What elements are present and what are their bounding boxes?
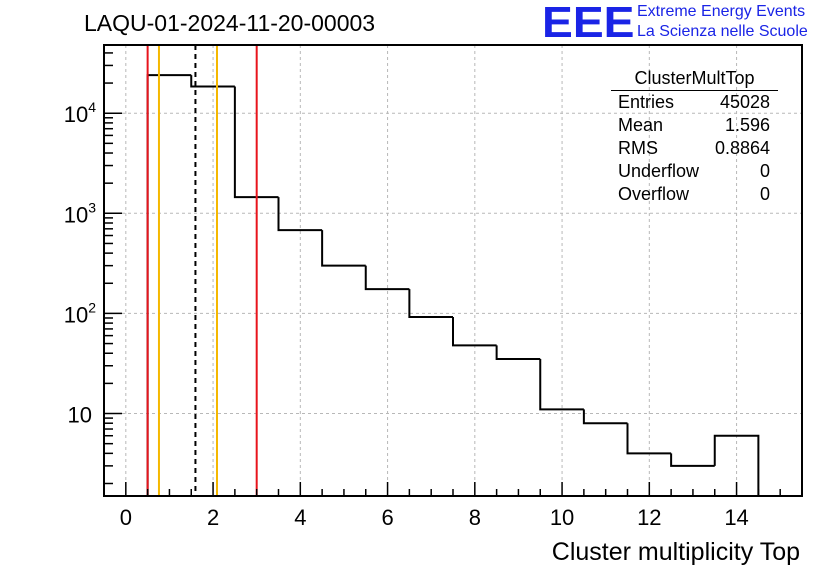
stats-divider bbox=[611, 90, 778, 91]
histogram-bin bbox=[626, 423, 672, 455]
x-tick-label: 10 bbox=[550, 505, 574, 530]
stats-value: 0 bbox=[759, 161, 770, 181]
stats-label: Overflow bbox=[618, 184, 690, 204]
stats-row-underflow: Underflow 0 bbox=[618, 161, 770, 184]
histogram-bin bbox=[452, 317, 497, 347]
y-tick-exponent: 4 bbox=[88, 99, 96, 115]
y-tick-exponent: 2 bbox=[88, 299, 96, 315]
histogram-bin bbox=[277, 197, 323, 232]
histogram-bin bbox=[233, 86, 279, 199]
x-axis-label: Cluster multiplicity Top bbox=[552, 538, 800, 566]
stats-box: ClusterMultTop Entries 45028 Mean 1.596 … bbox=[611, 68, 778, 210]
eee-logo: EEE bbox=[542, 0, 635, 47]
y-tick-exponent: 3 bbox=[88, 199, 96, 215]
x-tick-label: 4 bbox=[294, 505, 306, 530]
logo-tagline-2: La Scienza nelle Scuole bbox=[637, 23, 808, 40]
stats-row-rms: RMS 0.8864 bbox=[618, 138, 770, 161]
stats-label: RMS bbox=[618, 138, 658, 158]
histogram-bin bbox=[670, 453, 715, 467]
x-tick-label: 12 bbox=[637, 505, 661, 530]
stats-title: ClusterMultTop bbox=[634, 68, 755, 88]
histogram-bin bbox=[713, 434, 760, 496]
histogram-bin bbox=[321, 230, 366, 267]
stats-value: 45028 bbox=[719, 92, 770, 112]
stats-row-entries: Entries 45028 bbox=[618, 92, 770, 115]
x-tick-label: 14 bbox=[724, 505, 748, 530]
logo-tagline-1: Extreme Energy Events bbox=[637, 3, 806, 20]
histogram-bin bbox=[539, 359, 584, 411]
histogram-bin bbox=[364, 265, 410, 291]
stats-value: 1.596 bbox=[724, 115, 770, 135]
stats-label: Mean bbox=[618, 115, 664, 135]
x-tick-label: 6 bbox=[381, 505, 393, 530]
stats-value: 0.8864 bbox=[714, 138, 770, 158]
y-tick-label: 102 bbox=[64, 299, 96, 327]
y-tick-label: 103 bbox=[64, 199, 96, 227]
x-tick-label: 0 bbox=[120, 505, 132, 530]
stats-label: Entries bbox=[618, 92, 675, 112]
stats-label: Underflow bbox=[618, 161, 700, 181]
x-tick-label: 2 bbox=[207, 505, 219, 530]
histogram-bin bbox=[146, 74, 192, 496]
marker-lines bbox=[146, 45, 258, 496]
histogram-bin bbox=[495, 345, 541, 361]
grid-layer bbox=[104, 45, 802, 496]
stats-row-overflow: Overflow 0 bbox=[618, 184, 770, 207]
histogram-bin bbox=[408, 289, 453, 319]
y-tick-label: 104 bbox=[64, 99, 96, 127]
histogram-bin bbox=[582, 409, 628, 425]
y-tick-label: 10 bbox=[68, 403, 92, 428]
run-title: LAQU-01-2024-11-20-00003 bbox=[84, 10, 376, 36]
stats-row-mean: Mean 1.596 bbox=[618, 115, 770, 138]
histogram-bin bbox=[190, 75, 235, 88]
x-tick-label: 8 bbox=[469, 505, 481, 530]
stats-value: 0 bbox=[759, 184, 770, 204]
